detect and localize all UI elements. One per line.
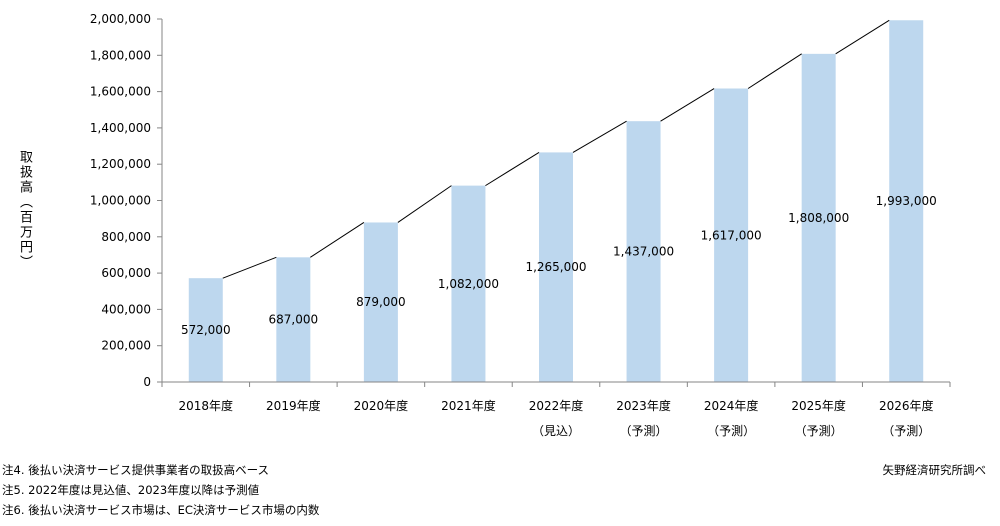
value-labels: 572,000 687,000 879,000 1,082,000 1,265,000 1… — [181, 194, 937, 337]
data-label: 1,808,000 — [788, 211, 849, 225]
data-label: 1,082,000 — [438, 277, 499, 291]
trend-segment — [572, 120, 627, 153]
bar — [188, 278, 223, 382]
bar-chart: 0 200,000 400,000 600,000 800,000 1,000,000 1,… — [90, 12, 951, 438]
bar — [801, 53, 836, 383]
data-label: 1,437,000 — [613, 245, 674, 259]
trend-segment — [747, 53, 802, 89]
y-axis-label: 取扱高（百万円） — [17, 150, 32, 270]
y-axis: 0 200,000 400,000 600,000 800,000 1,000,000 1,… — [90, 12, 163, 389]
data-label: 687,000 — [269, 313, 319, 327]
x-tick-label: 2018年度 — [179, 398, 234, 413]
x-tick-label: 2025年度 — [791, 398, 846, 413]
y-tick-label: 1,000,000 — [90, 194, 151, 208]
x-tick-label: 2024年度 — [704, 398, 759, 413]
trend-segment — [222, 256, 277, 279]
bar — [363, 222, 398, 382]
data-label: 1,993,000 — [876, 194, 937, 208]
trend-segment — [310, 222, 365, 258]
x-tick-label: 2022年度 — [529, 398, 584, 413]
y-tick-label: 400,000 — [101, 302, 151, 316]
y-tick-label: 600,000 — [101, 266, 151, 280]
bar — [889, 20, 924, 382]
y-tick-label: 1,200,000 — [90, 157, 151, 171]
data-label: 572,000 — [181, 323, 231, 337]
data-label: 1,265,000 — [525, 260, 586, 274]
x-tick-sublabel: （予測） — [707, 424, 755, 438]
note-5: 注5. 2022年度は見込値、2023年度以降は予測値 — [2, 483, 260, 497]
y-tick-label: 2,000,000 — [90, 12, 151, 26]
x-tick-sublabel: （予測） — [795, 424, 843, 438]
trend-segment — [397, 185, 452, 223]
y-tick-label: 1,600,000 — [90, 85, 151, 99]
x-tick-label: 2021年度 — [441, 398, 496, 413]
x-tick-sublabel: （見込） — [532, 424, 580, 438]
trend-segment — [660, 88, 715, 122]
bars — [188, 20, 924, 383]
data-label: 1,617,000 — [701, 228, 762, 242]
y-tick-label: 800,000 — [101, 230, 151, 244]
bar — [451, 185, 486, 382]
trend-segment — [835, 19, 890, 55]
bar — [276, 257, 311, 382]
data-label: 879,000 — [356, 295, 406, 309]
x-tick-sublabel: （予測） — [882, 424, 930, 438]
bar — [714, 88, 749, 383]
bar — [626, 121, 661, 382]
trend-segment — [485, 151, 540, 187]
y-tick-label: 200,000 — [101, 339, 151, 353]
x-tick-label: 2026年度 — [879, 398, 934, 413]
note-4: 注4. 後払い決済サービス提供事業者の取扱高ベース — [2, 463, 270, 477]
trend-line — [222, 19, 890, 279]
x-tick-label: 2023年度 — [616, 398, 671, 413]
source-credit: 矢野経済研究所調べ — [882, 463, 987, 477]
bar — [539, 152, 573, 382]
x-tick-label: 2020年度 — [354, 398, 409, 413]
x-axis: 2018年度 2019年度 2020年度 2021年度 2022年度 （見込） 2023年度… — [161, 381, 951, 438]
y-tick-label: 1,400,000 — [90, 121, 151, 135]
x-tick-label: 2019年度 — [266, 398, 321, 413]
y-tick-label: 1,800,000 — [90, 48, 151, 62]
note-6: 注6. 後払い決済サービス市場は、EC決済サービス市場の内数 — [2, 503, 320, 517]
y-tick-label: 0 — [143, 375, 151, 389]
x-tick-sublabel: （予測） — [620, 424, 668, 438]
